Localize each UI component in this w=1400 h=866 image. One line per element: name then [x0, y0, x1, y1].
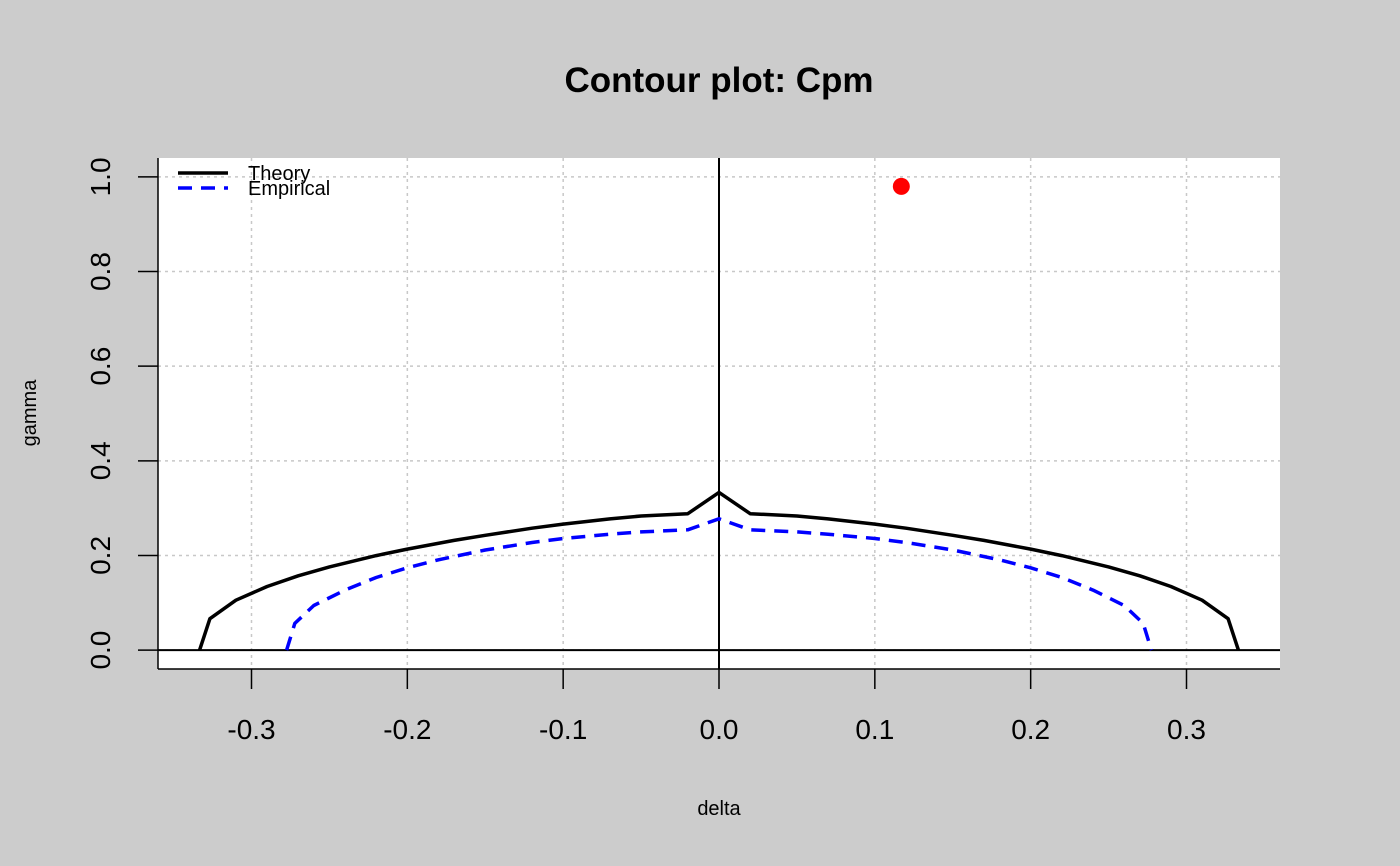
- y-tick-label: 0.4: [85, 441, 116, 480]
- x-axis-label: delta: [697, 798, 741, 820]
- x-tick-label: 0.2: [1011, 714, 1050, 745]
- x-tick-label: 0.1: [855, 714, 894, 745]
- series-lines: [197, 490, 1241, 651]
- chart-title: Contour plot: Cpm: [564, 61, 873, 100]
- series-line-empirical: [284, 517, 1154, 651]
- axes: -0.3 -0.2 -0.1 0.0 0.1 0.2 0.3 0.0 0.2 0.4 0.6 0.8 1…: [85, 157, 1280, 745]
- x-tick-label: -0.1: [539, 714, 587, 745]
- y-tick-label: 0.2: [85, 536, 116, 575]
- x-tick-label: 0.0: [700, 714, 739, 745]
- series-line-theory: [197, 490, 1241, 651]
- highlight-point: [892, 177, 910, 195]
- x-tick-label: -0.3: [227, 714, 275, 745]
- y-tick-label: 0.8: [85, 252, 116, 291]
- x-tick-label: -0.2: [383, 714, 431, 745]
- legend-label-empirical: Empirical: [248, 178, 330, 200]
- highlight-points: [892, 177, 910, 195]
- y-axis-label: gamma: [19, 379, 41, 447]
- y-tick-label: 0.6: [85, 347, 116, 386]
- x-tick-label: 0.3: [1167, 714, 1206, 745]
- y-tick-label: 1.0: [85, 157, 116, 196]
- y-tick-label: 0.0: [85, 631, 116, 670]
- reference-lines: [158, 158, 1280, 669]
- legend-label-theory: Theory: [248, 163, 310, 185]
